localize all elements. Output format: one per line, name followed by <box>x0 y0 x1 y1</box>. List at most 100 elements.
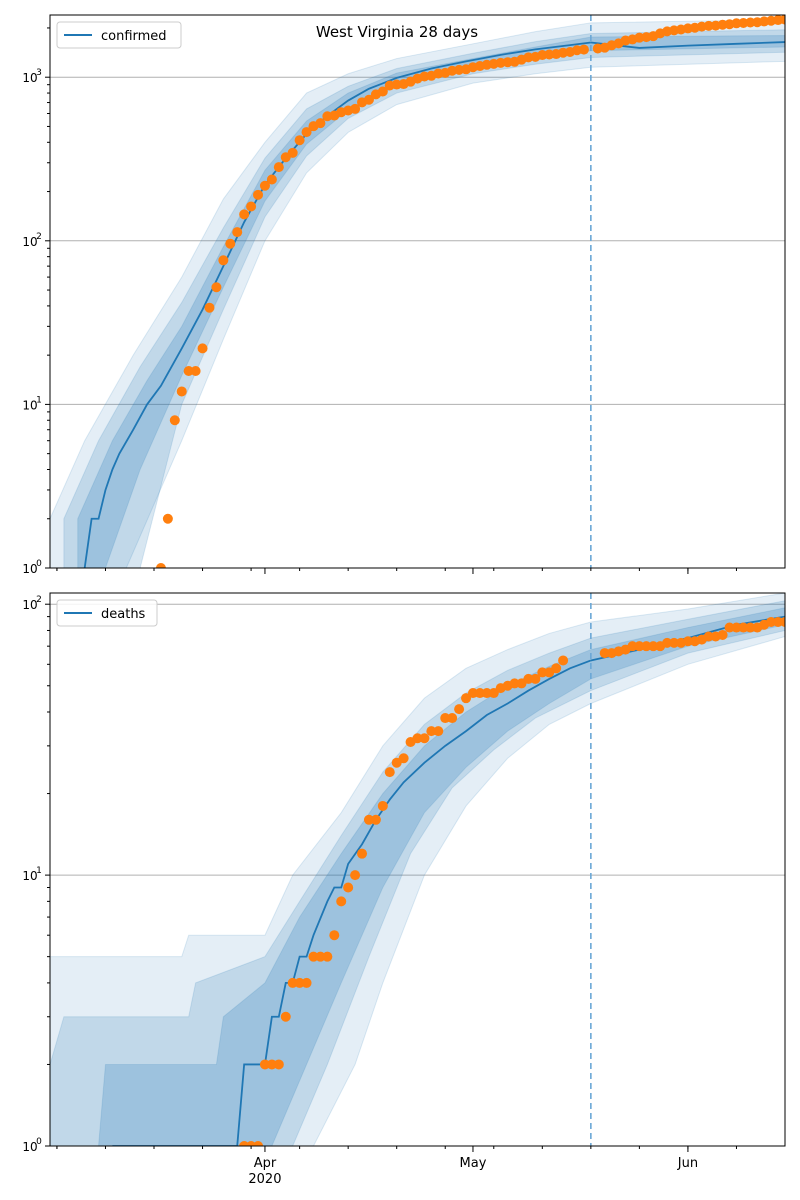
observed-point <box>301 977 312 988</box>
observed-point <box>481 688 492 699</box>
x-tick-label: Apr <box>254 1156 277 1171</box>
legend-label: confirmed <box>101 29 167 44</box>
y-tick-exponent: 0 <box>36 559 42 569</box>
observed-point <box>377 800 388 811</box>
observed-point <box>350 103 361 114</box>
observed-point <box>731 622 742 633</box>
observed-point <box>433 726 444 737</box>
y-tick-label: 103 <box>22 68 42 85</box>
y-tick-label: 102 <box>22 595 42 612</box>
legend-label: deaths <box>101 607 146 622</box>
y-tick-exponent: 1 <box>36 395 42 405</box>
uncertainty-band <box>50 593 785 1146</box>
observed-point <box>412 733 423 744</box>
observed-point <box>253 1141 264 1146</box>
observed-point <box>703 631 714 642</box>
axes-frame <box>49 14 786 569</box>
observed-point <box>398 753 409 764</box>
y-tick-label: 101 <box>22 866 42 883</box>
uncertainty-band <box>50 600 785 1146</box>
observed-point <box>523 673 534 684</box>
legend-box <box>56 599 158 627</box>
chart-title: West Virginia 28 days <box>316 23 478 41</box>
observed-point <box>259 1059 270 1070</box>
observed-point <box>197 343 208 354</box>
observed-point <box>315 118 326 129</box>
uncertainty-band <box>50 19 785 568</box>
observed-point <box>509 678 520 689</box>
x-tick-label: Jun <box>677 1156 698 1171</box>
observed-point <box>648 641 659 652</box>
observed-point <box>363 94 374 105</box>
observed-point <box>322 951 333 962</box>
observed-point <box>266 174 277 185</box>
observed-point <box>773 616 784 627</box>
observed-point <box>447 713 458 724</box>
observed-point <box>232 227 243 238</box>
observed-point <box>204 302 215 313</box>
observed-point <box>308 951 319 962</box>
observed-point <box>343 882 354 893</box>
observed-point <box>377 86 388 97</box>
observed-point <box>641 641 652 652</box>
observed-point <box>301 127 312 138</box>
observed-point <box>176 386 187 397</box>
observed-point <box>363 814 374 825</box>
observed-point <box>627 641 638 652</box>
y-tick-label: 101 <box>22 395 42 412</box>
observed-point <box>280 1011 291 1022</box>
y-tick-exponent: 0 <box>36 1137 42 1147</box>
observed-point <box>419 733 430 744</box>
observed-point <box>745 622 756 633</box>
observed-point <box>717 629 728 640</box>
observed-point <box>294 977 305 988</box>
observed-point <box>218 255 229 266</box>
plot-area <box>50 593 785 1146</box>
observed-point <box>634 641 645 652</box>
observed-point <box>225 238 236 249</box>
observed-point <box>384 767 395 778</box>
y-tick-label: 100 <box>22 1137 42 1154</box>
observed-point <box>780 616 785 627</box>
observed-point <box>190 366 201 377</box>
observed-point <box>558 655 569 666</box>
observed-point <box>578 44 589 55</box>
observed-point <box>467 688 478 699</box>
observed-point <box>426 726 437 737</box>
observed-point <box>474 688 485 699</box>
observed-point <box>530 673 541 684</box>
observed-point <box>273 1059 284 1070</box>
observed-point <box>329 930 340 941</box>
y-tick-exponent: 2 <box>36 232 42 242</box>
observed-point <box>440 713 451 724</box>
observed-point <box>169 415 180 426</box>
y-tick-label: 100 <box>22 559 42 576</box>
observed-point <box>551 663 562 674</box>
observed-point <box>454 704 465 715</box>
observed-point <box>315 951 326 962</box>
y-tick-exponent: 1 <box>36 866 42 876</box>
observed-point <box>537 667 548 678</box>
observed-point <box>287 977 298 988</box>
legend: deaths <box>56 599 158 627</box>
y-tick-exponent: 2 <box>36 595 42 605</box>
observed-point <box>155 563 166 568</box>
observed-point <box>370 814 381 825</box>
observed-point <box>669 637 680 648</box>
observed-point <box>239 209 250 220</box>
x-tick-year-label: 2020 <box>248 1172 281 1187</box>
observed-point <box>662 637 673 648</box>
observed-point <box>211 282 222 293</box>
y-tick-exponent: 3 <box>36 68 42 78</box>
observed-point <box>246 201 257 212</box>
observed-point <box>357 848 368 859</box>
observed-point <box>253 189 264 200</box>
x-tick-label: May <box>460 1156 487 1171</box>
observed-point <box>780 15 785 25</box>
y-tick-label: 102 <box>22 232 42 249</box>
axes-frame <box>49 592 786 1147</box>
observed-point <box>766 616 777 627</box>
